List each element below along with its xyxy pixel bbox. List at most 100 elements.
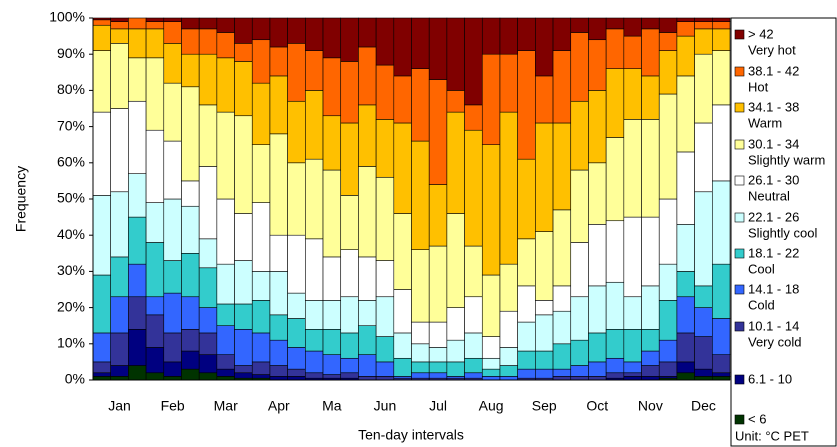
bar-segment [517, 158, 536, 240]
bar-segment [658, 198, 678, 265]
bar-segment [110, 108, 129, 193]
legend-label: 26.1 - 30 [748, 172, 799, 187]
bar-segment [446, 17, 465, 91]
bar-segment [712, 50, 731, 106]
bar-segment [623, 329, 642, 363]
legend-swatch [734, 414, 745, 425]
bar-segment [428, 17, 448, 80]
bar-segment [552, 285, 572, 312]
bar-segment [499, 263, 518, 312]
bar-segment [163, 43, 182, 84]
bar-segment [322, 17, 342, 59]
bar-segment [694, 17, 713, 22]
bar-segment [163, 376, 182, 381]
bar-segment [535, 350, 554, 370]
bar-segment [658, 339, 678, 363]
bar-segment [145, 21, 165, 30]
legend-description: Slightly warm [748, 152, 825, 167]
bar-segment [411, 140, 430, 250]
bar-segment [535, 300, 554, 316]
bar-segment [181, 53, 200, 88]
bar-segment [464, 296, 483, 334]
bar-segment [181, 253, 200, 298]
bar-segment [234, 61, 253, 117]
legend-swatch [734, 66, 745, 77]
bar-segment [110, 332, 129, 366]
bar-segment [641, 119, 660, 218]
x-tick-label: Apr [268, 398, 290, 414]
bar-segment [481, 368, 501, 377]
bar-segment [623, 361, 642, 374]
bar-segment [216, 325, 235, 355]
legend-swatch [734, 248, 745, 259]
bar-segment [287, 234, 306, 294]
bar-segment [163, 82, 182, 142]
y-tick-label: 0% [65, 371, 85, 387]
bar-segment [340, 122, 359, 196]
bar-segment [128, 263, 147, 298]
bar-segment [446, 361, 465, 377]
bar-segment [623, 35, 642, 69]
bar-segment [411, 17, 430, 69]
bar-segment [588, 162, 607, 225]
bar-segment [428, 321, 448, 348]
bar-segment [269, 365, 288, 377]
legend-description: Very cold [748, 334, 801, 349]
bar-segment [92, 372, 111, 377]
legend-description: Neutral [748, 188, 790, 203]
y-tick-label: 30% [57, 262, 85, 278]
bar-segment [517, 350, 536, 370]
bar-segment [145, 202, 165, 243]
bar-segment [712, 372, 731, 377]
bar-segment [588, 17, 607, 41]
bar-segment [552, 376, 572, 381]
y-tick-label: 80% [57, 81, 85, 97]
bar-segment [92, 19, 111, 26]
bar-segment [694, 368, 713, 377]
bar-segment [128, 100, 147, 174]
bar-segment [145, 17, 165, 22]
bar-segment [552, 310, 572, 345]
bar-segment [658, 17, 678, 33]
bar-segment [234, 365, 253, 374]
bar-segment [676, 296, 695, 334]
legend-label: 38.1 - 42 [748, 63, 799, 78]
bar-segment [234, 372, 253, 379]
bar-segment [375, 176, 395, 261]
bar-segment [517, 368, 536, 379]
x-axis-label: Ten-day intervals [358, 427, 464, 443]
bar-segment [322, 374, 342, 379]
bar-segment [393, 213, 412, 290]
bar-segment [287, 17, 306, 44]
y-axis-label: Frequency [13, 166, 29, 232]
x-tick-label: Dec [691, 398, 716, 414]
legend-swatch [734, 139, 745, 150]
bar-segment [712, 180, 731, 265]
bar-segment [658, 32, 678, 51]
bar-segment [305, 372, 324, 379]
bar-segment [145, 314, 165, 348]
bar-segment [658, 50, 678, 95]
x-tick-label: Nov [638, 398, 663, 414]
bar-segment [216, 57, 235, 113]
bar-segment [92, 376, 111, 381]
bar-segment [411, 321, 430, 345]
bar-segment [145, 57, 165, 131]
bar-segment [481, 274, 501, 337]
bar-segment [251, 202, 271, 272]
bar-segment [694, 21, 713, 30]
bar-segment [305, 158, 324, 240]
bar-segment [375, 260, 395, 298]
legend-label: 10.1 - 14 [748, 318, 799, 333]
bar-segment [269, 133, 288, 236]
bar-segment [322, 300, 342, 330]
bar-segment [605, 281, 625, 330]
bar-segment [712, 28, 731, 51]
bar-segment [588, 39, 607, 91]
bar-segment [588, 361, 607, 377]
bar-segment [110, 296, 129, 334]
bar-segment [163, 21, 182, 44]
bar-segment [535, 368, 554, 379]
bar-segment [411, 361, 430, 374]
